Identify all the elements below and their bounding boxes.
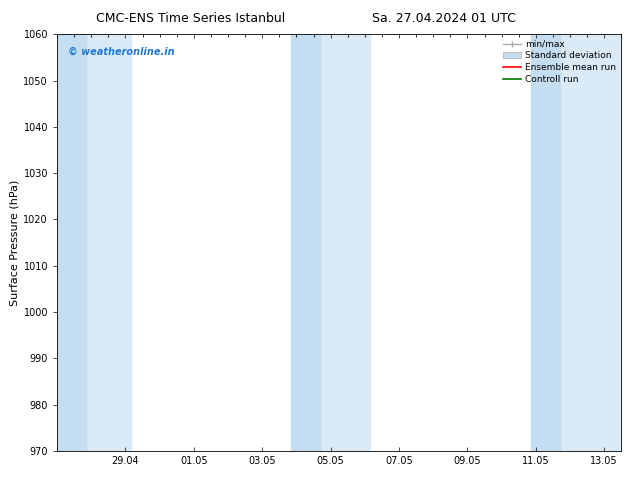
Bar — [86, 34, 131, 451]
Bar — [531, 34, 560, 451]
Bar — [291, 34, 320, 451]
Bar — [560, 34, 621, 451]
Text: Sa. 27.04.2024 01 UTC: Sa. 27.04.2024 01 UTC — [372, 12, 515, 25]
Text: © weatheronline.in: © weatheronline.in — [68, 47, 175, 57]
Bar — [57, 34, 86, 451]
Bar — [320, 34, 370, 451]
Text: CMC-ENS Time Series Istanbul: CMC-ENS Time Series Istanbul — [96, 12, 285, 25]
Y-axis label: Surface Pressure (hPa): Surface Pressure (hPa) — [10, 179, 19, 306]
Legend: min/max, Standard deviation, Ensemble mean run, Controll run: min/max, Standard deviation, Ensemble me… — [500, 36, 619, 87]
